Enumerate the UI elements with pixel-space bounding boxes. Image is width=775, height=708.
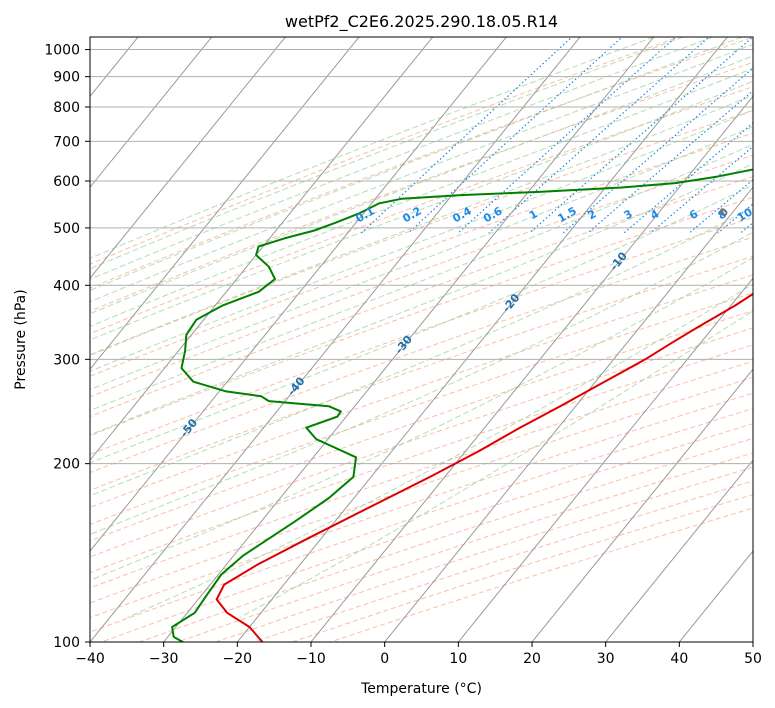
moist-adiabat [90, 43, 753, 303]
plot-frame [89, 36, 754, 643]
moist-adiabat [90, 37, 684, 270]
chart-title: wetPf2_C2E6.2025.290.18.05.R14 [285, 12, 558, 32]
dry-adiabat [90, 216, 753, 455]
dry-adiabat [90, 310, 753, 542]
dry-adiabat [90, 360, 753, 589]
y-axis-title: Pressure (hPa) [13, 289, 29, 389]
moist-adiabat [90, 37, 654, 259]
dry-adiabat [90, 86, 753, 335]
dry-adiabat [138, 437, 753, 642]
dry-adiabat [90, 196, 753, 437]
dry-adiabat [90, 61, 753, 312]
isotherm-line [163, 37, 655, 642]
isotherm-line [90, 37, 287, 280]
mixing-ratio-line [488, 37, 710, 234]
moist-adiabat [90, 37, 743, 291]
x-tick-label: −10 [296, 651, 326, 667]
isobars [90, 49, 753, 642]
moist-adiabat [90, 67, 753, 327]
isotherm-line [90, 37, 360, 370]
x-tick-label: −40 [75, 651, 105, 667]
y-tick-label: 200 [53, 457, 80, 473]
dry-adiabat [252, 480, 753, 642]
isotherm-line [457, 277, 753, 642]
moist-adiabat [90, 184, 753, 464]
isotherm-line [236, 37, 729, 642]
mixing-ratio-line [562, 67, 753, 234]
x-tick-label: 0 [380, 651, 389, 667]
dry-adiabat [90, 407, 753, 633]
dry-adiabat [90, 109, 753, 356]
x-tick-label: −20 [223, 651, 253, 667]
isotherm-line [531, 368, 753, 642]
moist-adiabat [90, 37, 713, 281]
dry-adiabat [214, 466, 753, 642]
isotherm-line [384, 186, 753, 642]
y-tick-label: 600 [53, 174, 80, 190]
moist-adiabats [90, 37, 753, 618]
x-tick-label: −30 [149, 651, 179, 667]
x-axis-title: Temperature (°C) [360, 681, 482, 697]
dewpoint-profile-line [171, 168, 753, 642]
y-tick-label: 300 [53, 352, 80, 368]
moist-adiabat [239, 310, 753, 618]
moist-adiabat [90, 109, 753, 372]
y-tick-label: 1000 [44, 43, 80, 59]
y-axis: 100 200 300 400 500 600 700 800 900 1000 [44, 43, 90, 651]
dry-adiabat [99, 423, 753, 642]
isotherm-line [90, 37, 508, 552]
mixing-ratio-label: 10 [735, 205, 755, 224]
isotherms [0, 25, 753, 669]
isotherm-line [310, 95, 753, 642]
isotherm-line [90, 37, 581, 642]
dry-adiabat [90, 376, 753, 604]
y-tick-label: 400 [53, 278, 80, 294]
mixing-ratio-label: 13 [762, 205, 775, 224]
mixing-ratio-line [587, 89, 753, 234]
x-tick-label: 50 [744, 651, 762, 667]
dry-adiabat [90, 132, 753, 377]
y-tick-label: 500 [53, 221, 80, 237]
x-tick-label: 40 [670, 651, 688, 667]
sounding-profiles [171, 168, 753, 642]
dry-adiabat [90, 154, 753, 398]
moist-adiabat [90, 143, 753, 412]
moist-adiabat [90, 94, 753, 356]
y-tick-label: 700 [53, 134, 80, 150]
dry-adiabat [176, 452, 753, 642]
moist-adiabat [90, 163, 753, 436]
x-axis: −40 −30 −20 −10 0 10 20 30 40 50 [75, 642, 762, 667]
dry-adiabats [90, 37, 753, 642]
dry-adiabat [90, 37, 681, 265]
mixing-ratio-line [650, 145, 753, 234]
isotherm-line [605, 459, 753, 642]
isotherm-line [678, 550, 753, 642]
mixing-ratio-line [768, 25, 775, 233]
moist-adiabat [90, 80, 753, 341]
moist-adiabat [90, 207, 753, 497]
moist-adiabat [90, 55, 753, 315]
dry-adiabat [90, 274, 753, 509]
dry-adiabat [90, 392, 753, 619]
moist-adiabat [127, 283, 753, 618]
y-tick-label: 100 [53, 635, 80, 651]
dry-adiabat [90, 327, 753, 558]
moist-adiabat [90, 257, 753, 581]
y-tick-label: 900 [53, 70, 80, 86]
plot-content: -100-90-80-70-60-50-40-30-20-100.10.20.4… [0, 25, 775, 669]
dry-adiabat [90, 344, 753, 574]
isotherm-line [90, 37, 213, 189]
x-tick-label: 20 [523, 651, 541, 667]
x-tick-label: 10 [449, 651, 467, 667]
temperature-profile-line [215, 292, 753, 642]
x-tick-label: 30 [597, 651, 615, 667]
dry-adiabat [90, 37, 753, 289]
isotherm-line [90, 37, 434, 461]
isotherm-line [0, 25, 74, 669]
y-tick-label: 800 [53, 100, 80, 116]
dry-adiabat [90, 255, 753, 491]
